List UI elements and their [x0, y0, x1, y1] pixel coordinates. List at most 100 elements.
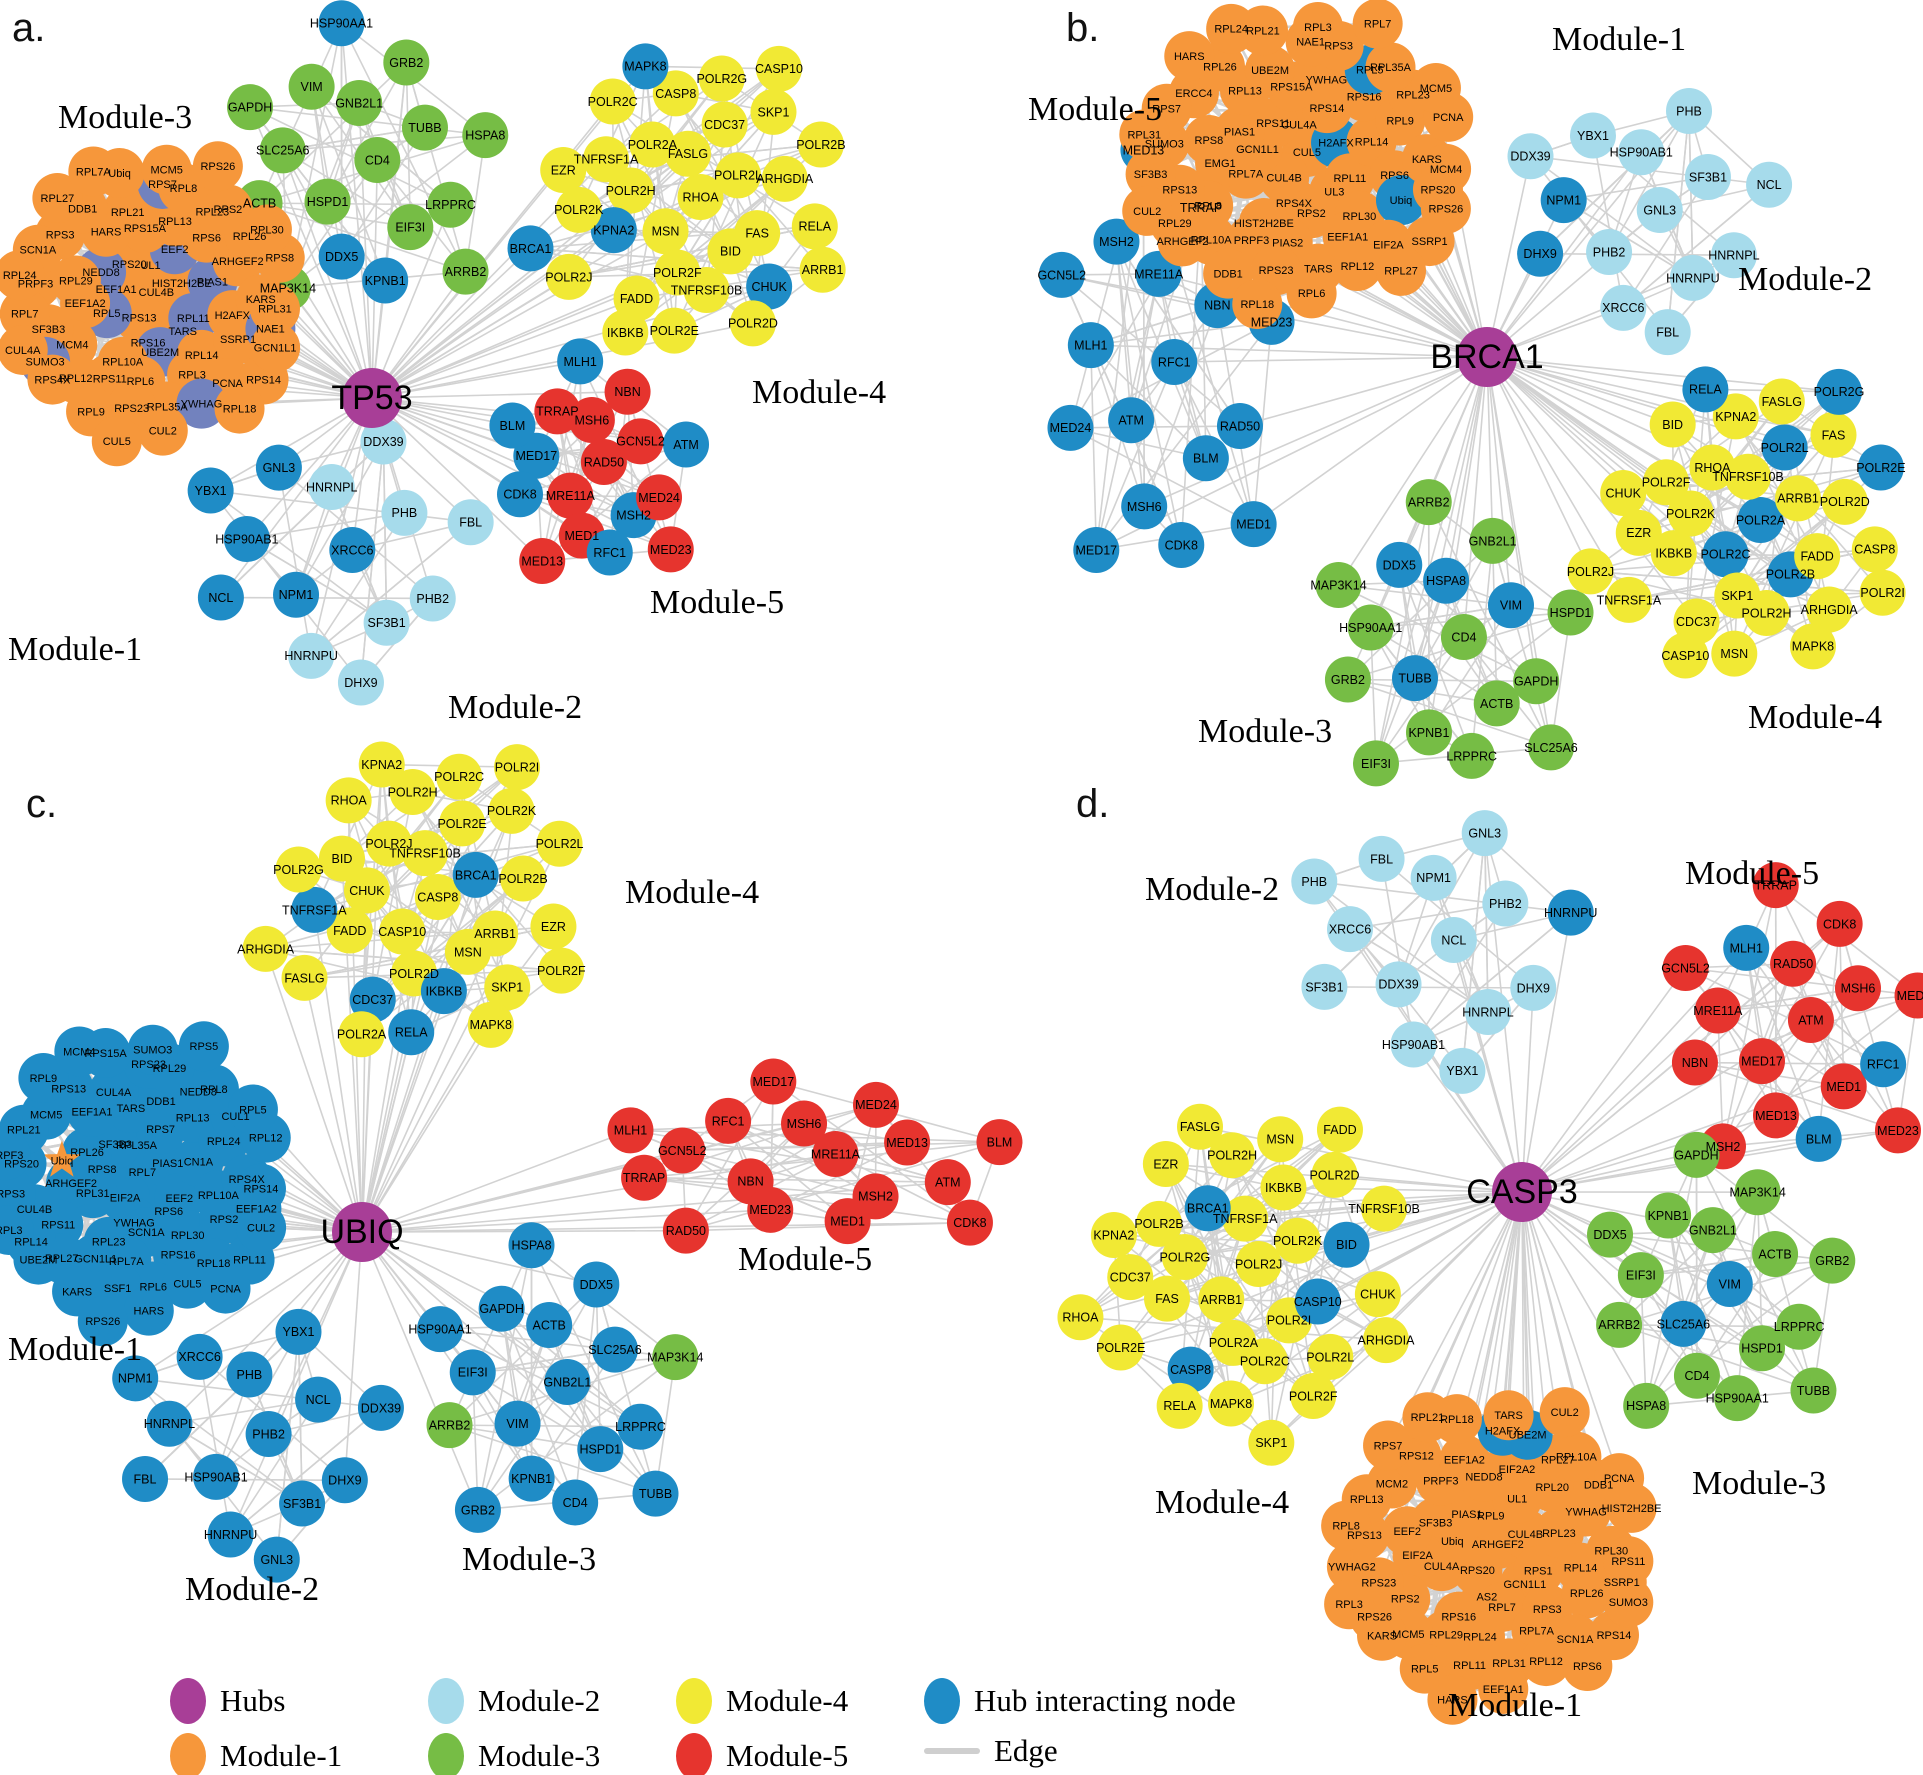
node-POLR2L[interactable]: [1307, 1333, 1354, 1380]
node-GRB2[interactable]: [1324, 656, 1371, 703]
node-ARHGEF2[interactable]: [1157, 216, 1208, 267]
node-CHUK[interactable]: [746, 263, 793, 310]
node-POLR2L[interactable]: [536, 820, 583, 867]
node-RPS1[interactable]: [1513, 1545, 1564, 1596]
node-HSPD1[interactable]: [304, 178, 351, 225]
node-CUL2[interactable]: [1539, 1387, 1590, 1438]
node-GNL3[interactable]: [255, 444, 302, 491]
node-RPL31[interactable]: [1119, 109, 1170, 160]
node-EIF3I[interactable]: [1617, 1252, 1664, 1299]
hub-node-UBIQ[interactable]: [332, 1202, 392, 1262]
node-SLC25A6[interactable]: [1660, 1300, 1707, 1347]
node-YBX1[interactable]: [275, 1308, 322, 1355]
node-POLR2A[interactable]: [629, 121, 676, 168]
node-LRPPRC[interactable]: [1448, 732, 1495, 779]
node-CUL2[interactable]: [236, 1202, 287, 1253]
node-POLR2C[interactable]: [1241, 1338, 1288, 1385]
node-DHX9[interactable]: [1510, 964, 1557, 1011]
node-DDX5[interactable]: [1587, 1211, 1634, 1258]
node-HSPA8[interactable]: [462, 112, 509, 159]
node-HSP90AB1[interactable]: [193, 1453, 240, 1500]
node-POLR2D[interactable]: [1821, 478, 1868, 525]
node-RFC1[interactable]: [586, 529, 633, 576]
node-ARRB1[interactable]: [799, 246, 846, 293]
node-RPS11[interactable]: [1603, 1536, 1654, 1587]
node-HNRNPL[interactable]: [1464, 988, 1511, 1035]
node-MRE11A[interactable]: [812, 1131, 859, 1177]
node-YBX1[interactable]: [1439, 1047, 1486, 1094]
node-CASP10[interactable]: [1662, 632, 1709, 679]
node-MED1[interactable]: [824, 1198, 871, 1245]
node-BLM[interactable]: [489, 402, 536, 449]
node-NPM1[interactable]: [1410, 854, 1457, 901]
node-ATM[interactable]: [663, 421, 710, 468]
node-NCL[interactable]: [1746, 161, 1793, 208]
node-RHOA[interactable]: [677, 174, 724, 220]
node-MSN[interactable]: [642, 208, 689, 255]
node-VIM[interactable]: [494, 1400, 541, 1447]
node-XRCC6[interactable]: [1327, 906, 1374, 953]
node-HSP90AB1[interactable]: [223, 515, 270, 562]
node-POLR2E[interactable]: [1857, 444, 1904, 491]
node-CUL4A[interactable]: [0, 324, 48, 375]
node-ARRB1[interactable]: [472, 910, 519, 957]
node-PHB[interactable]: [381, 489, 428, 536]
node-GNL3[interactable]: [253, 1536, 300, 1583]
node-KPNA2[interactable]: [1712, 393, 1759, 440]
node-CASP10[interactable]: [1294, 1278, 1341, 1325]
node-DDX39[interactable]: [1375, 961, 1422, 1008]
node-CDK8[interactable]: [1158, 521, 1205, 568]
node-MED1[interactable]: [1230, 501, 1277, 548]
node-MED17[interactable]: [1739, 1038, 1786, 1085]
node-CDK8[interactable]: [1816, 900, 1863, 947]
node-KPNA2[interactable]: [358, 741, 405, 788]
node-POLR2F[interactable]: [1290, 1372, 1337, 1419]
node-CHUK[interactable]: [1600, 470, 1647, 517]
node-GCN5L2[interactable]: [659, 1127, 706, 1174]
node-TNFRSF1A[interactable]: [291, 886, 338, 933]
node-GNB2L1[interactable]: [1689, 1207, 1736, 1254]
node-BRCA1[interactable]: [1184, 1185, 1231, 1232]
node-RHOA[interactable]: [325, 777, 372, 824]
node-KPNA2[interactable]: [590, 207, 637, 254]
node-RPL18[interactable]: [1232, 279, 1283, 330]
node-HNRNPL[interactable]: [308, 463, 355, 510]
node-PHB2[interactable]: [245, 1411, 292, 1457]
node-LRPPRC[interactable]: [617, 1403, 664, 1450]
node-EIF3I[interactable]: [1352, 740, 1399, 787]
node-RHOA[interactable]: [1057, 1294, 1104, 1341]
node-RPL30[interactable]: [241, 204, 292, 255]
node-SKP1[interactable]: [1248, 1419, 1295, 1466]
node-FASLG[interactable]: [281, 954, 328, 1001]
node-SF3B1[interactable]: [363, 599, 410, 646]
node-EIF3I[interactable]: [387, 204, 434, 251]
node-CD4[interactable]: [354, 137, 401, 183]
node-CHUK[interactable]: [343, 867, 390, 914]
node-POLR2E[interactable]: [1097, 1324, 1144, 1371]
node-MLH1[interactable]: [557, 338, 604, 385]
node-POLR2B[interactable]: [797, 121, 844, 168]
node-NPM1[interactable]: [112, 1355, 159, 1402]
node-CHUK[interactable]: [1354, 1271, 1401, 1318]
node-RAD50[interactable]: [580, 439, 627, 485]
node-GAPDH[interactable]: [478, 1285, 525, 1332]
node-PCNA[interactable]: [200, 1263, 251, 1314]
node-GNL3[interactable]: [1636, 187, 1683, 233]
node-ACTB[interactable]: [1473, 680, 1520, 727]
node-RPL8[interactable]: [188, 1064, 239, 1115]
node-CASP8[interactable]: [1167, 1346, 1214, 1393]
node-TUBB[interactable]: [1392, 655, 1439, 702]
node-FBL[interactable]: [122, 1455, 169, 1502]
node-ATM[interactable]: [1108, 397, 1155, 444]
node-POLR2D[interactable]: [729, 300, 776, 347]
node-ARHGDIA[interactable]: [1806, 586, 1853, 633]
node-DDX39[interactable]: [357, 1384, 404, 1431]
node-FAS[interactable]: [1144, 1275, 1191, 1322]
node-RELA[interactable]: [1156, 1382, 1203, 1429]
node-POLR2H[interactable]: [607, 167, 654, 214]
node-GCN5L2[interactable]: [617, 418, 664, 465]
node-POLR2K[interactable]: [555, 186, 602, 233]
node-EZR[interactable]: [530, 903, 577, 950]
node-RPL3[interactable]: [1324, 1579, 1375, 1630]
node-XRCC6[interactable]: [1600, 284, 1647, 331]
